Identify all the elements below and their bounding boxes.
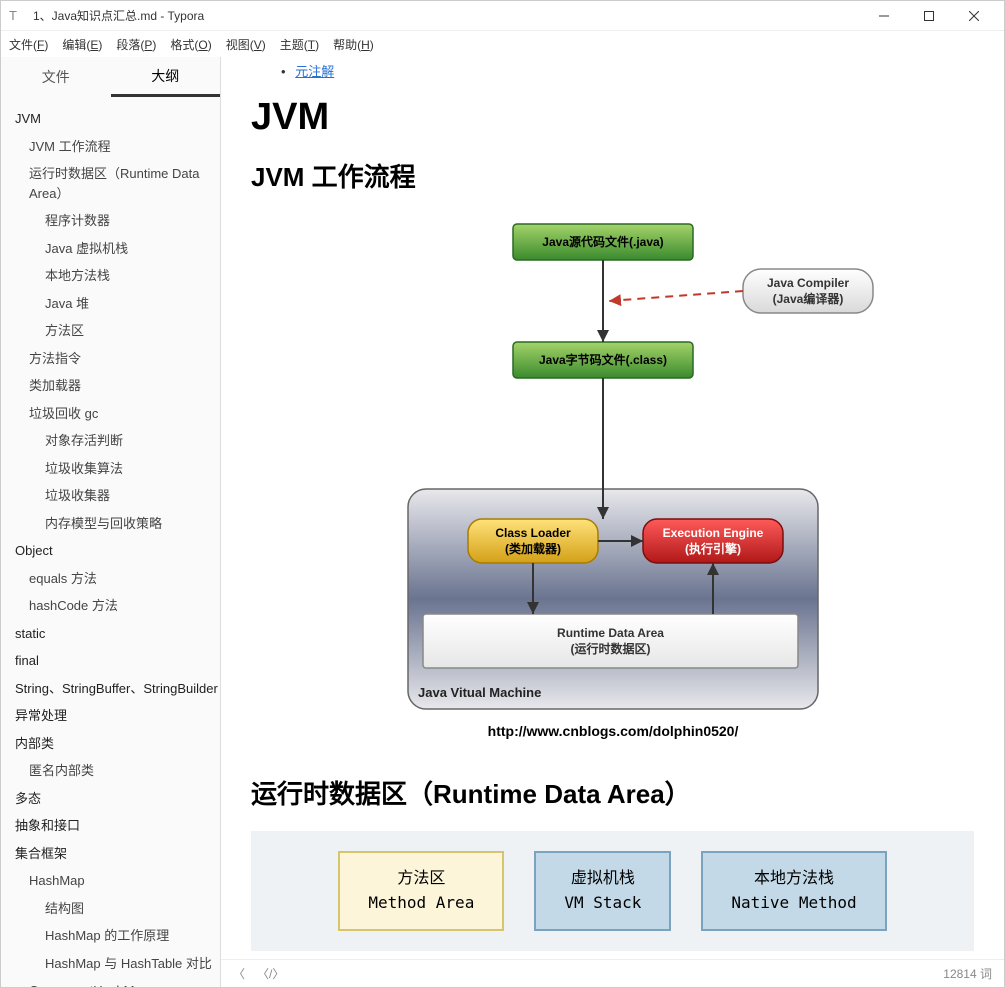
outline-item[interactable]: Object [1, 537, 220, 565]
code-icon[interactable]: 〈/〉 [257, 965, 284, 982]
app-icon: T [9, 8, 25, 24]
statusbar: 〈 〈/〉 12814 词 [221, 959, 1004, 987]
svg-text:Runtime Data Area: Runtime Data Area [557, 626, 664, 640]
menu-item[interactable]: 段落(P) [116, 36, 156, 53]
outline-item[interactable]: 对象存活判断 [1, 427, 220, 455]
heading-workflow: JVM 工作流程 [251, 157, 974, 194]
menu-item[interactable]: 编辑(E) [62, 36, 102, 53]
outline-item[interactable]: 垃圾收集器 [1, 482, 220, 510]
menu-item[interactable]: 主题(T) [280, 36, 319, 53]
sidebar: 文件 大纲 JVMJVM 工作流程运行时数据区（Runtime Data Are… [1, 57, 221, 987]
outline-item[interactable]: 垃圾收集算法 [1, 455, 220, 483]
outline-item[interactable]: final [1, 647, 220, 675]
heading-runtime-data-area: 运行时数据区（Runtime Data Area） [251, 774, 974, 811]
menubar: 文件(F) 编辑(E) 段落(P) 格式(O) 视图(V) 主题(T) 帮助(H) [1, 31, 1004, 57]
outline-item[interactable]: HashMap 的工作原理 [1, 922, 220, 950]
runtime-data-area-diagram: 方法区Method Area 虚拟机栈VM Stack 本地方法栈Native Me… [251, 831, 974, 951]
svg-text:(类加载器): (类加载器) [505, 541, 561, 556]
close-button[interactable] [951, 2, 996, 30]
outline-item[interactable]: 抽象和接口 [1, 812, 220, 840]
outline-item[interactable]: JVM 工作流程 [1, 133, 220, 161]
word-count[interactable]: 12814 词 [943, 965, 992, 982]
outline-item[interactable]: 类加载器 [1, 372, 220, 400]
outline-item[interactable]: 运行时数据区（Runtime Data Area） [1, 160, 220, 207]
data-area-block: 虚拟机栈VM Stack [534, 851, 671, 931]
outline-item[interactable]: 结构图 [1, 895, 220, 923]
editor-content[interactable]: • 元注解 JVM JVM 工作流程 Java Vitual MachineJa… [221, 57, 1004, 959]
svg-text:Execution Engine: Execution Engine [662, 526, 763, 540]
titlebar: T 1、Java知识点汇总.md - Typora [1, 1, 1004, 31]
tab-outline[interactable]: 大纲 [111, 57, 221, 97]
outline-item[interactable]: 内存模型与回收策略 [1, 510, 220, 538]
outline-item[interactable]: 本地方法栈 [1, 262, 220, 290]
menu-item[interactable]: 视图(V) [226, 36, 266, 53]
outline-item[interactable]: HashMap 与 HashTable 对比 [1, 950, 220, 978]
bullet-icon: • [281, 64, 286, 79]
outline-item[interactable]: String、StringBuffer、StringBuilder [1, 675, 220, 703]
outline-item[interactable]: Java 虚拟机栈 [1, 235, 220, 263]
outline-item[interactable]: equals 方法 [1, 565, 220, 593]
menu-item[interactable]: 文件(F) [9, 36, 48, 53]
outline-item[interactable]: 集合框架 [1, 840, 220, 868]
jvm-diagram: Java Vitual Machine Java源代码文件(.java) Java … [251, 214, 974, 744]
outline-item[interactable]: Java 堆 [1, 290, 220, 318]
svg-text:(执行引擎): (执行引擎) [685, 541, 741, 556]
back-icon[interactable]: 〈 [233, 965, 245, 982]
outline-item[interactable]: 程序计数器 [1, 207, 220, 235]
outline-item[interactable]: static [1, 620, 220, 648]
outline-item[interactable]: 匿名内部类 [1, 757, 220, 785]
svg-text:Java Compiler: Java Compiler [766, 276, 848, 290]
top-link-row: • 元注解 [251, 57, 974, 84]
outline-item[interactable]: 方法指令 [1, 345, 220, 373]
svg-text:http://www.cnblogs.com/dolphin: http://www.cnblogs.com/dolphin0520/ [487, 723, 738, 739]
heading-jvm: JVM [251, 96, 974, 139]
outline-item[interactable]: 垃圾回收 gc [1, 400, 220, 428]
svg-text:Java字节码文件(.class): Java字节码文件(.class) [538, 352, 666, 367]
outline-list[interactable]: JVMJVM 工作流程运行时数据区（Runtime Data Area）程序计数… [1, 97, 220, 987]
outline-item[interactable]: ConcurrentHashMap [1, 977, 220, 987]
menu-item[interactable]: 帮助(H) [333, 36, 374, 53]
outline-item[interactable]: 异常处理 [1, 702, 220, 730]
outline-item[interactable]: 方法区 [1, 317, 220, 345]
outline-item[interactable]: 多态 [1, 785, 220, 813]
svg-text:(Java编译器): (Java编译器) [772, 291, 843, 306]
svg-text:Java Vitual Machine: Java Vitual Machine [418, 685, 541, 700]
outline-item[interactable]: JVM [1, 105, 220, 133]
outline-item[interactable]: 内部类 [1, 730, 220, 758]
maximize-button[interactable] [906, 2, 951, 30]
window-title: 1、Java知识点汇总.md - Typora [33, 7, 861, 24]
data-area-block: 方法区Method Area [338, 851, 504, 931]
menu-item[interactable]: 格式(O) [170, 36, 211, 53]
outline-item[interactable]: HashMap [1, 867, 220, 895]
link-annotation[interactable]: 元注解 [295, 64, 334, 79]
data-area-block: 本地方法栈Native Method [701, 851, 886, 931]
minimize-button[interactable] [861, 2, 906, 30]
svg-text:Class Loader: Class Loader [495, 526, 571, 540]
outline-item[interactable]: hashCode 方法 [1, 592, 220, 620]
tab-files[interactable]: 文件 [1, 57, 111, 97]
svg-text:(运行时数据区): (运行时数据区) [570, 641, 650, 656]
svg-text:Java源代码文件(.java): Java源代码文件(.java) [542, 234, 663, 249]
